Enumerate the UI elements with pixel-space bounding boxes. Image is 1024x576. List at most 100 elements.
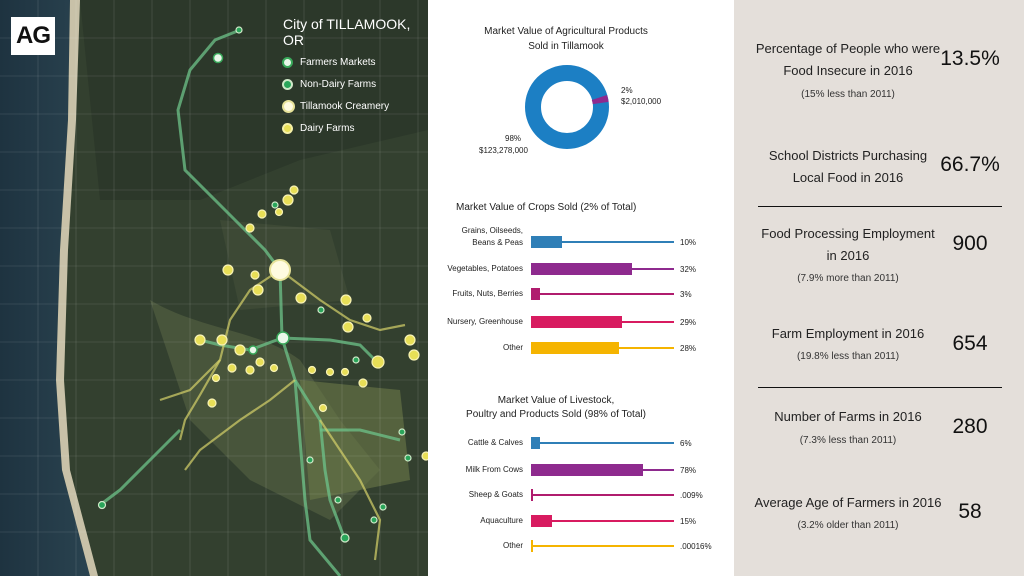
livestock-pct-label: 6% bbox=[680, 439, 692, 448]
crops-row-label: Fruits, Nuts, Berries bbox=[452, 289, 523, 298]
crops-bar bbox=[531, 263, 632, 275]
livestock-title-line2: Poultry and Products Sold (98% of Total) bbox=[466, 409, 646, 420]
stat-food-processing-label: Food Processing Employment in 2016 bbox=[750, 223, 946, 267]
crops-bar bbox=[531, 316, 622, 328]
legend-label: Dairy Farms bbox=[300, 123, 355, 134]
livestock-title-line1: Market Value of Livestock, bbox=[497, 395, 615, 406]
stat-farm-employment-label: Farm Employment in 2016 bbox=[750, 323, 946, 345]
stat-label-line1: Average Age of Farmers in 2016 bbox=[754, 495, 942, 510]
donut-slice-crops bbox=[591, 95, 609, 105]
livestock-row-track bbox=[531, 520, 674, 522]
donut-slice-livestock bbox=[525, 65, 609, 149]
satellite-map[interactable] bbox=[0, 0, 428, 576]
livestock-row-label: Aquaculture bbox=[480, 516, 523, 525]
livestock-bar bbox=[531, 437, 540, 449]
stat-farmer-age-sub: (3.2% older than 2011) bbox=[797, 520, 899, 531]
stat-farm-employment-sub: (19.8% less than 2011) bbox=[796, 351, 900, 362]
map-title: City of TILLAMOOK, OR bbox=[283, 16, 411, 48]
livestock-bar bbox=[531, 540, 533, 552]
livestock-row-label: Milk From Cows bbox=[465, 465, 523, 474]
crops-row-track bbox=[531, 293, 674, 295]
donut-title-line1: Market Value of Agricultural Products bbox=[484, 26, 648, 37]
stat-label-line2: Local Food in 2016 bbox=[792, 170, 904, 185]
stat-label-line2: in 2016 bbox=[826, 248, 870, 263]
livestock-row-track bbox=[531, 494, 674, 496]
stat-food-insecure-label: Percentage of People who were Food Insec… bbox=[750, 38, 946, 82]
donut-title-line2: Sold in Tillamook bbox=[528, 41, 604, 52]
crops-bar bbox=[531, 288, 540, 300]
stat-number-of-farms-value: 280 bbox=[952, 415, 988, 438]
stat-label-line1: Percentage of People who were bbox=[755, 41, 941, 56]
stats-panel: Percentage of People who were Food Insec… bbox=[734, 0, 1024, 576]
crops-bar bbox=[531, 236, 562, 248]
livestock-pct-label: .00016% bbox=[680, 542, 712, 551]
non-dairy-farm-markers[interactable] bbox=[97, 26, 412, 543]
crops-pct-label: 10% bbox=[680, 238, 697, 247]
stat-food-insecure-sub: (15% less than 2011) bbox=[801, 89, 895, 100]
livestock-row-label: Cattle & Calves bbox=[467, 438, 523, 447]
livestock-bar bbox=[531, 489, 533, 501]
crops-row-label: Grains, Oilseeds, Beans & Peas bbox=[462, 226, 523, 247]
map-panel[interactable]: AG City of TILLAMOOK, OR Farmers Markets… bbox=[0, 0, 428, 576]
green-routes bbox=[99, 28, 401, 576]
farmers-market-markers[interactable] bbox=[212, 52, 290, 355]
stat-food-insecure-value: 13.5% bbox=[940, 47, 1000, 70]
crops-pct-label: 32% bbox=[680, 265, 697, 274]
tillamook-creamery-marker[interactable] bbox=[269, 259, 291, 281]
livestock-bar bbox=[531, 515, 552, 527]
crops-row-label: Nursery, Greenhouse bbox=[447, 317, 523, 326]
crops-row-label: Other bbox=[502, 343, 523, 352]
creamery-legend-dot bbox=[282, 100, 295, 113]
dairy-farm-legend-dot bbox=[282, 123, 293, 134]
stat-number-of-farms-label: Number of Farms in 2016 bbox=[750, 406, 946, 428]
stat-number-of-farms-sub: (7.3% less than 2011) bbox=[799, 435, 897, 446]
crops-row-track bbox=[531, 241, 674, 243]
stat-label-line1: Food Processing Employment bbox=[761, 226, 935, 241]
legend-label: Non-Dairy Farms bbox=[300, 79, 377, 90]
livestock-chart-title: Market Value of Livestock, Poultry and P… bbox=[428, 395, 684, 420]
legend-label: Tillamook Creamery bbox=[300, 101, 390, 112]
charts-panel: Market Value of Agricultural Products So… bbox=[428, 0, 734, 576]
stat-farm-employment-value: 654 bbox=[952, 332, 988, 355]
map-grid bbox=[0, 0, 428, 576]
livestock-row-label: Sheep & Goats bbox=[468, 490, 523, 499]
legend-label: Farmers Markets bbox=[300, 57, 376, 68]
divider bbox=[758, 387, 1002, 388]
crops-row-label: Vegetables, Potatoes bbox=[447, 264, 523, 273]
farmers-market-legend-dot bbox=[282, 57, 293, 68]
non-dairy-farm-legend-dot bbox=[282, 79, 293, 90]
crops-pct-label: 29% bbox=[680, 318, 697, 327]
stat-school-districts-value: 66.7% bbox=[940, 153, 1000, 176]
livestock-bar bbox=[531, 464, 643, 476]
livestock-row-track bbox=[531, 442, 674, 444]
stat-label-line1: School Districts Purchasing bbox=[768, 148, 928, 163]
donut-chart bbox=[525, 65, 609, 149]
donut-small-value: $2,010,000 bbox=[621, 97, 662, 106]
stat-label-line2: Food Insecure in 2016 bbox=[783, 63, 913, 78]
dairy-farm-markers[interactable] bbox=[194, 185, 428, 461]
ag-logo: AG bbox=[11, 17, 55, 55]
livestock-row-track bbox=[531, 545, 674, 547]
crops-chart-title: Market Value of Crops Sold (2% of Total) bbox=[456, 202, 637, 213]
crops-row-label-line1: Grains, Oilseeds, bbox=[461, 226, 523, 235]
livestock-pct-label: 78% bbox=[680, 466, 697, 475]
donut-small-pct: 2% bbox=[621, 86, 633, 95]
livestock-pct-label: 15% bbox=[680, 517, 697, 526]
stat-label-line1: Farm Employment in 2016 bbox=[771, 326, 925, 341]
donut-large-value: $123,278,000 bbox=[479, 146, 528, 155]
donut-large-pct: 98% bbox=[505, 134, 522, 143]
crops-pct-label: 28% bbox=[680, 344, 697, 353]
divider bbox=[758, 206, 1002, 207]
stat-food-processing-sub: (7.9% more than 2011) bbox=[797, 273, 899, 284]
stat-farmer-age-value: 58 bbox=[958, 500, 982, 523]
yellow-routes bbox=[159, 269, 406, 561]
crops-bar bbox=[531, 342, 619, 354]
stat-label-line1: Number of Farms in 2016 bbox=[774, 409, 922, 424]
crops-row-label-line2: Beans & Peas bbox=[472, 238, 523, 247]
crops-pct-label: 3% bbox=[680, 290, 692, 299]
donut-chart-title: Market Value of Agricultural Products So… bbox=[428, 26, 704, 52]
stat-school-districts-label: School Districts Purchasing Local Food i… bbox=[750, 145, 946, 189]
livestock-pct-label: .009% bbox=[680, 491, 703, 500]
stat-food-processing-value: 900 bbox=[952, 232, 988, 255]
livestock-row-label: Other bbox=[502, 541, 523, 550]
